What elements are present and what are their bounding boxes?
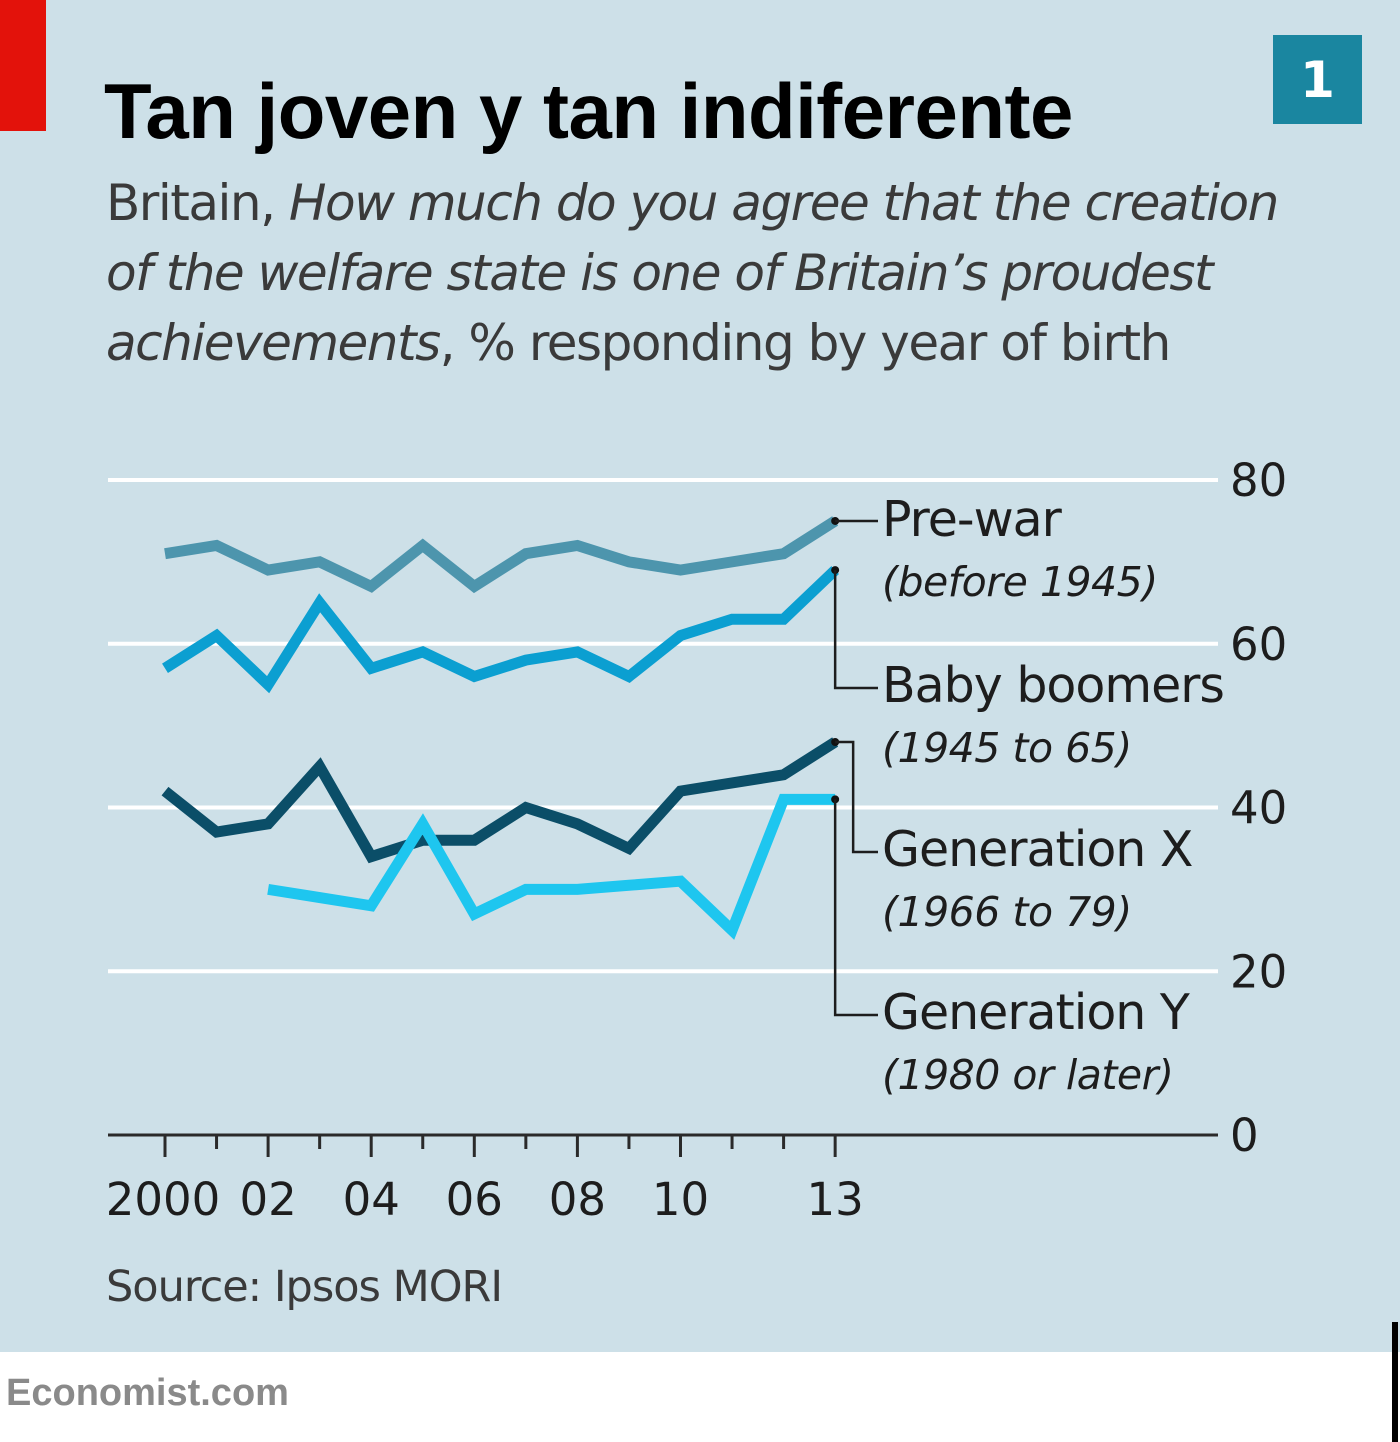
y-tick-label-40: 40 xyxy=(1230,782,1287,835)
legend-years-2: (1966 to 79) xyxy=(882,888,1132,936)
series-line-pre-war xyxy=(164,516,839,594)
legend-name-0: Pre-war xyxy=(882,491,1063,548)
y-tick-label-0: 0 xyxy=(1230,1109,1259,1162)
brand-red-tab xyxy=(0,0,46,131)
x-axis: 2000 02 04 06 08 10 13 xyxy=(106,1133,1218,1226)
y-tick-label-80: 80 xyxy=(1230,454,1287,507)
x-tick-label-2000: 2000 xyxy=(106,1173,221,1226)
legend-leader-1 xyxy=(833,570,878,690)
footer-credit: Economist.com xyxy=(6,1372,289,1414)
legend-leader-3 xyxy=(833,799,878,1017)
x-tick-label-10: 10 xyxy=(652,1173,709,1226)
subtitle-prefix: Britain, xyxy=(106,174,289,232)
x-tick-label-08: 08 xyxy=(549,1173,606,1226)
x-tick-label-13: 13 xyxy=(807,1173,864,1226)
chart-subtitle: Britain, How much do you agree that the … xyxy=(106,168,1306,378)
source-note: Source: Ipsos MORI xyxy=(106,1262,503,1312)
legend: Pre-war (before 1945) Baby boomers (1945 to… xyxy=(833,491,1225,1099)
series-line-baby-boomers xyxy=(162,566,839,694)
legend-name-1: Baby boomers xyxy=(882,657,1224,714)
legend-years-3: (1980 or later) xyxy=(882,1051,1174,1099)
legend-years-1: (1945 to 65) xyxy=(882,724,1132,772)
legend-leader-2 xyxy=(835,740,878,854)
y-tick-label-20: 20 xyxy=(1230,945,1287,998)
series-lines xyxy=(161,516,840,940)
series-line-generation-x xyxy=(161,737,839,864)
x-tick-label-04: 04 xyxy=(343,1173,400,1226)
y-tick-label-60: 60 xyxy=(1230,618,1287,671)
subtitle-question: How much do you agree that the creation … xyxy=(106,174,1279,372)
chart-panel xyxy=(0,0,1400,1352)
chart-title: Tan joven y tan indiferente xyxy=(104,67,1073,155)
x-tick-label-06: 06 xyxy=(446,1173,503,1226)
chart-number-badge: 1 xyxy=(1273,35,1362,124)
x-tick-label-02: 02 xyxy=(239,1173,296,1226)
line-chart: 0 20 40 60 80 2000 02 04 06 08 10 13 Pre-war (befor… xyxy=(106,454,1288,1226)
legend-name-3: Generation Y xyxy=(882,984,1191,1041)
legend-years-0: (before 1945) xyxy=(882,558,1158,606)
legend-name-2: Generation X xyxy=(882,821,1193,878)
series-line-generation-y xyxy=(267,793,836,940)
subtitle-suffix: , % responding by year of birth xyxy=(439,314,1172,372)
edge-mark xyxy=(1392,1322,1398,1442)
